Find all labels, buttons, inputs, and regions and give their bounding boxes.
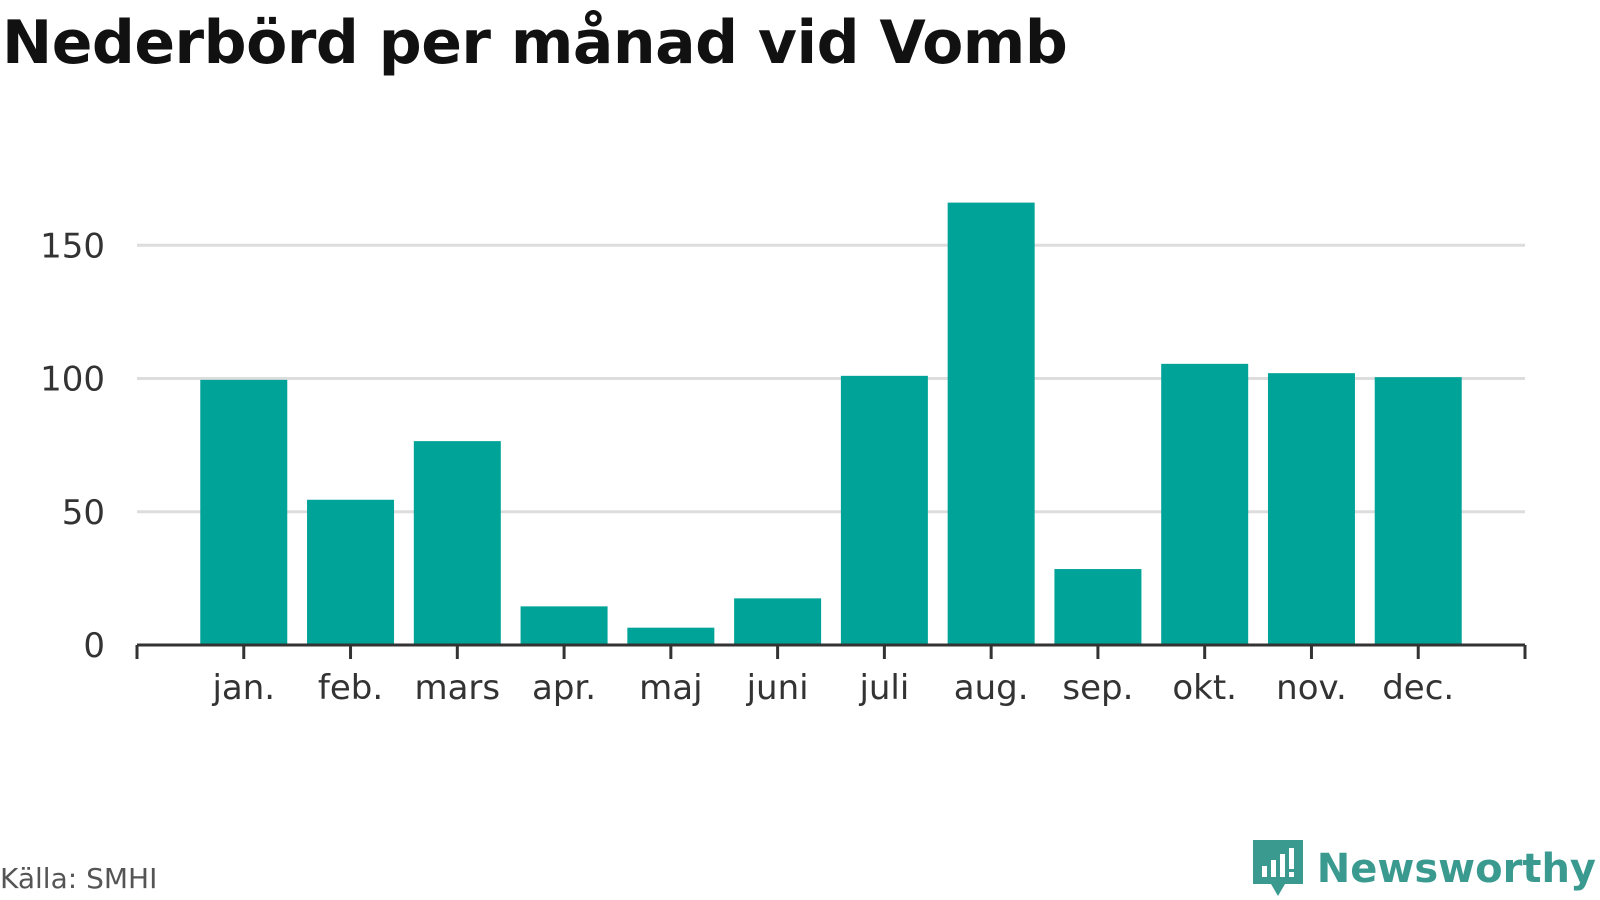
source-note: Källa: SMHI xyxy=(0,862,158,895)
bar-dec xyxy=(1374,377,1462,645)
x-tick-label: feb. xyxy=(318,668,383,708)
x-tick-label: nov. xyxy=(1276,668,1347,708)
brand-logo: Newsworthy xyxy=(1252,840,1596,898)
x-tick-label: jan. xyxy=(211,668,275,708)
x-tick-label: juli xyxy=(858,668,909,708)
bar-sep xyxy=(1054,569,1142,645)
bar-aug xyxy=(947,202,1035,646)
bar-mars xyxy=(413,441,501,645)
y-tick-label: 150 xyxy=(40,226,105,266)
x-axis xyxy=(135,643,1527,659)
x-axis-ticks: jan. feb. mars apr. maj juni juli aug. sep. okt. n… xyxy=(211,645,1454,708)
x-tick-label: dec. xyxy=(1382,668,1454,708)
y-axis-ticks: 0 50 100 150 xyxy=(40,226,105,666)
x-tick-label: mars xyxy=(414,668,500,708)
bar-jan xyxy=(200,379,288,645)
x-tick-label: apr. xyxy=(532,668,596,708)
x-tick-label: maj xyxy=(639,668,702,708)
y-tick-label: 100 xyxy=(40,360,105,400)
x-tick-label: sep. xyxy=(1062,668,1133,708)
x-tick-label: okt. xyxy=(1172,668,1237,708)
y-tick-label: 50 xyxy=(62,493,105,533)
bar-feb xyxy=(307,499,395,645)
y-tick-label: 0 xyxy=(83,626,105,666)
brand-name: Newsworthy xyxy=(1316,846,1596,892)
bar-apr xyxy=(520,606,608,645)
x-tick-label: aug. xyxy=(954,668,1029,708)
bar-chart: 0 50 100 150 jan. feb. mars apr. maj juni juli aug… xyxy=(40,202,1527,708)
bar-maj xyxy=(627,627,715,645)
bar-okt xyxy=(1161,363,1249,645)
bars xyxy=(200,202,1462,646)
bar-nov xyxy=(1267,373,1355,645)
bar-juli xyxy=(840,375,928,645)
x-tick-label: juni xyxy=(746,668,809,708)
chart-title: Nederbörd per månad vid Vomb xyxy=(2,8,1068,78)
bar-juni xyxy=(734,598,822,645)
bar-chart-logo-icon xyxy=(1252,840,1303,896)
